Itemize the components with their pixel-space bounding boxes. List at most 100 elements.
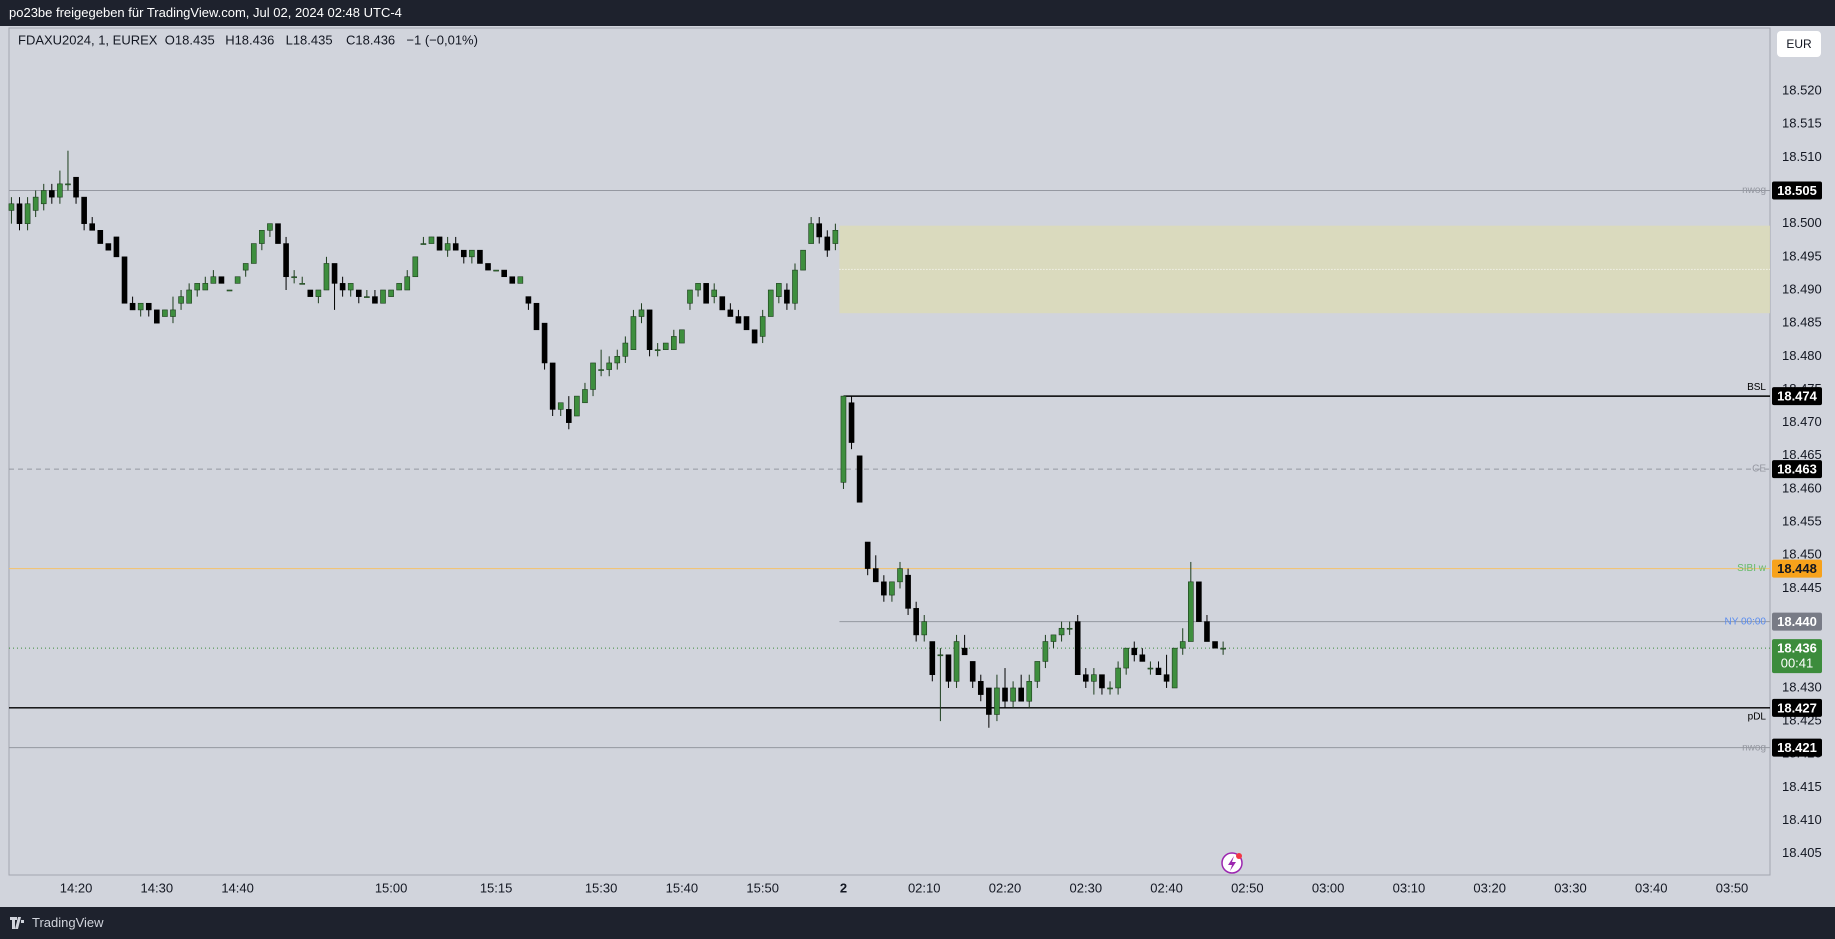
- candle-body: [501, 269, 507, 278]
- level-name: NY 00:00: [1724, 616, 1766, 627]
- candle-body: [622, 342, 629, 357]
- candle-body: [929, 641, 936, 675]
- candle-body: [32, 196, 39, 211]
- x-tick-label: 14:20: [60, 880, 93, 895]
- candle-body: [73, 176, 79, 198]
- candle-body: [404, 276, 411, 291]
- candle-body: [234, 276, 241, 284]
- candle-body: [961, 647, 968, 656]
- y-tick-label: 18.510: [1782, 149, 1822, 164]
- level-name: nwog: [1742, 185, 1766, 196]
- candle-body: [154, 309, 160, 324]
- x-tick-label: 15:30: [585, 880, 618, 895]
- y-tick-label: 18.410: [1782, 812, 1822, 827]
- y-tick-label: 18.455: [1782, 514, 1822, 529]
- price-tag-label: 18.440: [1777, 614, 1817, 629]
- candle-body: [913, 608, 919, 636]
- candle-body: [751, 329, 758, 344]
- y-tick-label: 18.460: [1782, 480, 1822, 495]
- candle-body: [178, 296, 184, 304]
- candle-body: [1074, 621, 1081, 675]
- x-tick-label: 15:15: [480, 880, 513, 895]
- x-tick-label: 02:50: [1231, 880, 1264, 895]
- candle-body: [517, 276, 524, 284]
- x-tick-label: 15:00: [375, 880, 408, 895]
- candle-body: [460, 249, 467, 258]
- candle-body: [323, 263, 330, 291]
- lightning-icon: [1221, 852, 1243, 874]
- candle-body: [557, 402, 564, 410]
- candle-body: [856, 455, 863, 503]
- tags-layer: 18.505 18.474 18.463 18.448 18.440 18.427 18.4…: [1772, 181, 1822, 757]
- legend: FDAXU2024, 1, EUREX O18.435 H18.436 L18.43…: [18, 32, 478, 47]
- candle-body: [436, 236, 443, 251]
- candle-body: [242, 263, 249, 271]
- candle-body: [646, 309, 653, 350]
- candle-body: [1163, 674, 1170, 682]
- candle-body: [590, 362, 596, 390]
- candle-body: [1091, 674, 1097, 682]
- candle-body: [549, 362, 556, 410]
- candle-body: [170, 309, 176, 317]
- candle-body: [105, 243, 112, 251]
- candle-body: [759, 316, 766, 337]
- candle-body: [1147, 667, 1154, 670]
- candle-body: [832, 229, 839, 244]
- candle-body: [969, 661, 976, 682]
- price-tag: [1772, 612, 1822, 631]
- candle-body: [662, 342, 669, 350]
- x-tick-label: 02:10: [908, 880, 941, 895]
- footer: TradingView: [0, 907, 1835, 939]
- x-tick-label: 02:30: [1070, 880, 1103, 895]
- candle-body: [1188, 581, 1194, 642]
- currency-button[interactable]: EUR: [1777, 31, 1821, 57]
- levels-layer: nwog BSL CE SIBI w NY 00:00 pDL nwog: [9, 185, 1770, 753]
- candle-body: [808, 223, 814, 244]
- candle-body: [881, 581, 887, 596]
- candle-body: [113, 236, 120, 258]
- candle-body: [1220, 647, 1226, 650]
- candle-body: [630, 316, 637, 350]
- candle-body: [299, 283, 306, 285]
- x-tick-label: 03:20: [1473, 880, 1506, 895]
- candle-body: [267, 223, 273, 231]
- candle-body: [347, 283, 354, 291]
- candle-body: [40, 190, 47, 205]
- candle-body: [259, 229, 265, 244]
- legend-item: H18.436: [225, 32, 274, 47]
- candle-body: [331, 263, 338, 284]
- y-tick-label: 18.480: [1782, 348, 1822, 363]
- price-tag: [1772, 698, 1822, 717]
- candle-body: [905, 574, 911, 609]
- x-tick-label: 03:00: [1312, 880, 1345, 895]
- x-tick-label: 02:40: [1150, 880, 1183, 895]
- candle-body: [49, 190, 55, 198]
- price-tag: [1772, 460, 1822, 479]
- candle-body: [315, 289, 322, 297]
- candle-body: [145, 302, 152, 311]
- candle-body: [953, 641, 960, 682]
- y-tick-label: 18.485: [1782, 315, 1822, 330]
- brand: TradingView: [32, 915, 104, 930]
- candle-body: [355, 289, 362, 297]
- candle-body: [848, 402, 855, 443]
- candle-body: [824, 236, 831, 251]
- price-tag-label: 18.463: [1777, 462, 1817, 477]
- candle-body: [1212, 641, 1218, 649]
- candle-body: [1082, 674, 1089, 682]
- candle-body: [937, 654, 944, 657]
- legend-item: C18.436: [346, 32, 395, 47]
- x-tick-label: 03:40: [1635, 880, 1668, 895]
- candle-body: [186, 289, 192, 304]
- candle-body: [1196, 581, 1202, 622]
- candle-body: [864, 541, 871, 569]
- legend-item: L18.435: [286, 32, 333, 47]
- candle-body: [24, 203, 31, 224]
- price-tag-label: 18.474: [1777, 389, 1818, 404]
- candle-body: [194, 283, 201, 291]
- candle-body: [477, 249, 483, 264]
- candle-body: [767, 289, 774, 317]
- level-name: nwog: [1742, 742, 1766, 753]
- x-tick-label: 03:10: [1393, 880, 1426, 895]
- candle-body: [65, 183, 71, 186]
